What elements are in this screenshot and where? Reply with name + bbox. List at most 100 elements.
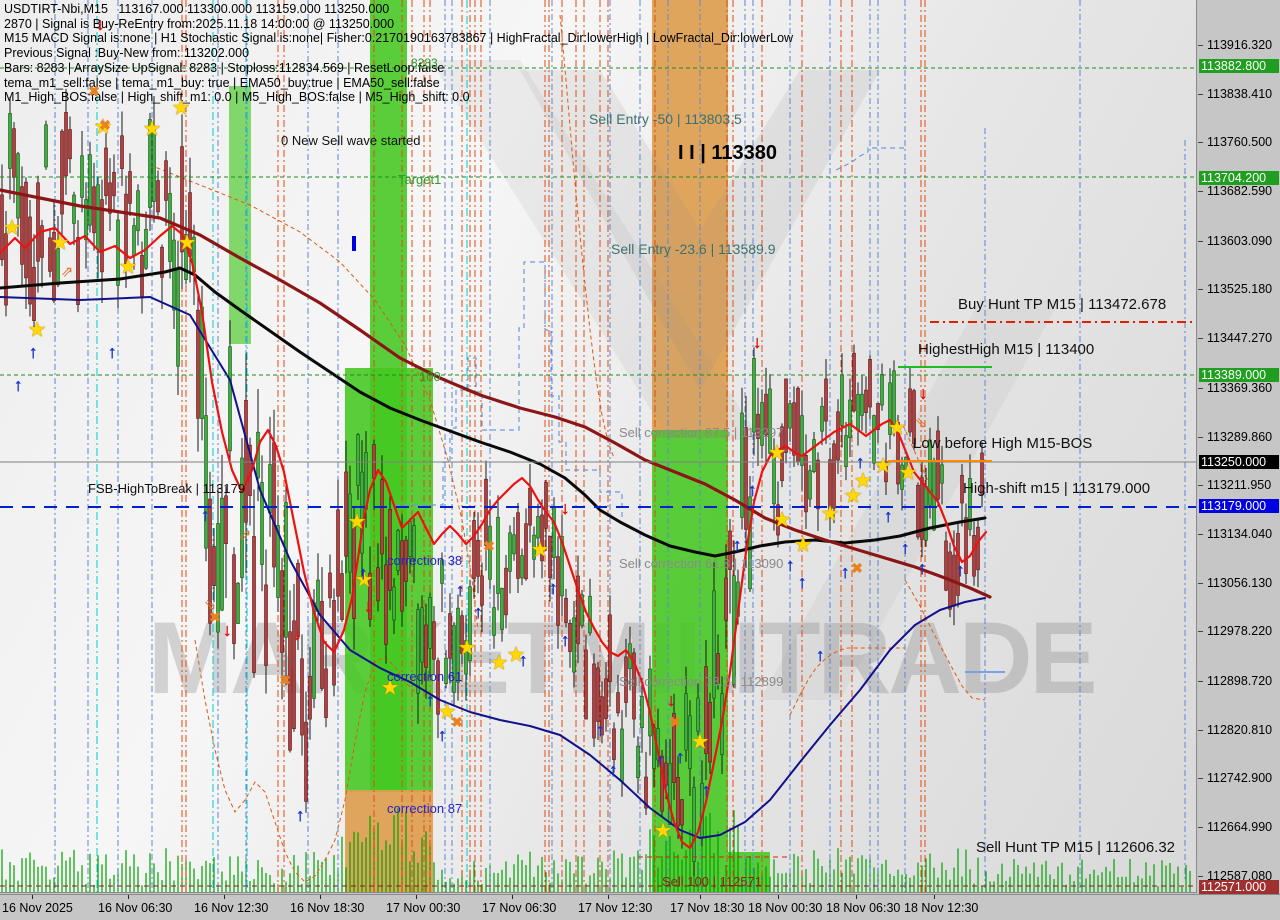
chart-annotation: Sell correction 87.5 | 113297 (619, 425, 784, 440)
time-axis-label: 16 Nov 2025 (2, 901, 73, 915)
time-axis-label: 18 Nov 06:30 (826, 901, 901, 915)
gap-marker (352, 236, 356, 251)
hollow-arrow-icon: ⇗ (60, 263, 74, 281)
axis-tick (224, 895, 225, 899)
buy-arrow-icon: ↑ (955, 560, 965, 580)
cross-signal-icon: ✖ (451, 714, 463, 730)
price-axis-label: 113211.950 (1207, 477, 1272, 492)
sell-arrow-icon: ↓ (222, 620, 232, 640)
star-signal-icon: ★ (142, 117, 162, 141)
star-signal-icon: ★ (380, 676, 400, 700)
info-line: Bars: 8283 | ArraySize UpSignal: 8283 | … (4, 60, 445, 75)
time-axis-label: 16 Nov 18:30 (290, 901, 365, 915)
price-axis-label: 113369.360 (1207, 380, 1273, 395)
time-axis-label: 17 Nov 18:30 (670, 901, 745, 915)
buy-arrow-icon: ↑ (732, 535, 742, 555)
chart-annotation: Sell Entry -50 | 113803.5 (589, 111, 742, 127)
axis-tick (320, 895, 321, 899)
price-axis-label: 113179.000 (1199, 498, 1279, 513)
buy-arrow-icon: ↑ (107, 342, 117, 362)
buy-arrow-icon: ↑ (560, 630, 570, 650)
axis-tick (1198, 730, 1203, 731)
axis-tick (128, 895, 129, 899)
star-signal-icon: ★ (843, 484, 863, 508)
chart-annotation: High-shift m15 | 113179.000 (963, 480, 1151, 497)
star-signal-icon: ★ (690, 730, 710, 754)
star-signal-icon: ★ (437, 700, 457, 724)
sell-arrow-icon: ↓ (292, 624, 302, 644)
chart-annotation: correction 38 (387, 553, 463, 568)
highlight-band (728, 852, 770, 892)
price-axis-label: 113760.500 (1207, 134, 1273, 149)
star-signal-icon: ★ (118, 255, 138, 279)
chart-canvas[interactable]: MARKETMILITRADE USDTIRT-Nbi,M15 113167.0… (0, 0, 1197, 893)
star-signal-icon: ★ (767, 441, 787, 465)
ma-fast-line (0, 224, 988, 850)
star-signal-icon: ★ (820, 502, 840, 526)
cross-signal-icon: ✖ (88, 83, 100, 99)
buy-arrow-icon: ↑ (840, 562, 850, 582)
star-signal-icon: ★ (2, 216, 22, 240)
axis-tick (1198, 338, 1203, 339)
axis-tick (1198, 289, 1203, 290)
price-axis[interactable]: 113916.320 113882.800 113838.410 113760.500… (1198, 0, 1280, 894)
time-axis-label: 17 Nov 12:30 (578, 901, 653, 915)
info-line: M1_High_BOS:false | High_shift_m1: 0.0 |… (4, 90, 470, 105)
buy-arrow-icon: ↑ (425, 690, 435, 710)
sell-arrow-icon: ↓ (363, 596, 373, 616)
price-axis-label: 113916.320 (1207, 37, 1273, 52)
star-signal-icon: ★ (457, 636, 477, 660)
hollow-arrow-icon: ⇘ (914, 414, 928, 432)
time-axis[interactable]: 16 Nov 2025 16 Nov 06:30 16 Nov 12:30 16 No… (0, 894, 1280, 920)
info-line: Previous Signal :Buy-New from: 113202.00… (4, 46, 250, 61)
info-line: M15 MACD Signal is:none | H1 Stochastic … (4, 31, 794, 46)
star-signal-icon: ★ (93, 115, 113, 139)
ma-black-line (0, 266, 987, 558)
time-axis-label: 17 Nov 06:30 (482, 901, 557, 915)
buy-arrow-icon: ↑ (608, 760, 618, 780)
buy-arrow-icon: ↑ (917, 558, 927, 578)
chart-annotation: 100 (419, 369, 441, 384)
star-signal-icon: ★ (27, 318, 47, 342)
star-signal-icon: ★ (354, 568, 374, 592)
star-signal-icon: ★ (171, 96, 191, 120)
buy-arrow-icon: ↑ (473, 602, 483, 622)
buy-arrow-icon: ↑ (785, 555, 795, 575)
price-axis-label: 112571.000 (1199, 879, 1279, 894)
time-axis-label: 16 Nov 06:30 (98, 901, 173, 915)
cross-signal-icon: ✖ (669, 714, 681, 730)
buy-arrow-icon: ↑ (455, 580, 465, 600)
axis-tick (1198, 534, 1203, 535)
chart-annotation: 8283 (411, 56, 438, 70)
highlight-band (652, 0, 728, 438)
price-axis-label: 113389.000 (1199, 367, 1279, 382)
chart-annotation: Sell correction 61.8 | 113090 (619, 556, 784, 571)
info-line: tema_m1_sell:false | tema_m1_buy: true |… (4, 75, 440, 90)
axis-tick (608, 895, 609, 899)
chart-annotation: Sell 100 | 112571 (662, 874, 762, 889)
star-signal-icon: ★ (887, 416, 907, 440)
chart-annotation: FSB-HighToBreak | 113179 (88, 481, 246, 496)
star-signal-icon: ★ (506, 643, 526, 667)
chart-annotation: Sell Entry -23.6 | 113589.9 (611, 241, 776, 257)
buy-arrow-icon: ↑ (13, 375, 23, 395)
buy-arrow-icon: ↑ (747, 480, 757, 500)
sell-arrow-icon: ↓ (752, 332, 762, 352)
price-axis-label: 113525.180 (1207, 281, 1273, 296)
axis-tick (1198, 142, 1203, 143)
buy-arrow-icon: ↑ (595, 720, 605, 740)
star-signal-icon: ★ (347, 510, 367, 534)
time-axis-label: 18 Nov 00:30 (748, 901, 823, 915)
time-axis-label: 18 Nov 12:30 (904, 901, 979, 915)
price-axis-label: 112742.900 (1207, 770, 1273, 785)
price-axis-label: 112978.220 (1207, 623, 1273, 638)
buy-arrow-icon: ↑ (900, 538, 910, 558)
chart-annotation: HighestHigh M15 | 113400 (918, 341, 1095, 358)
star-signal-icon: ★ (898, 461, 918, 485)
ma-navy-line (0, 296, 986, 839)
chart-annotation: 0 New Sell wave started (281, 133, 421, 148)
axis-tick (1198, 94, 1203, 95)
axis-tick (32, 895, 33, 899)
info-line: 2870 | Signal is Buy-ReEntry from:2025.1… (4, 16, 395, 31)
